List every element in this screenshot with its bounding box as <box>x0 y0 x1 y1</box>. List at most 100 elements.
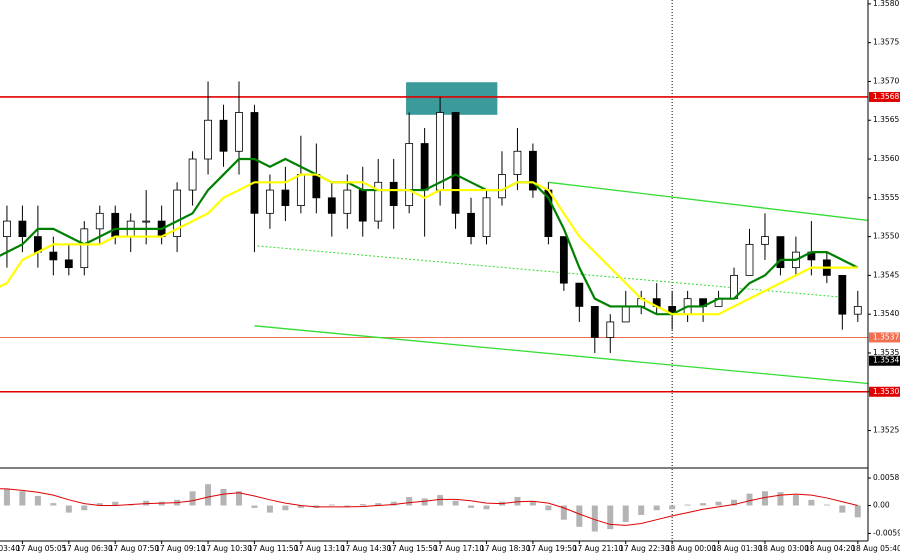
macd-bar <box>545 505 552 511</box>
candle-body <box>529 150 537 191</box>
x-tick-label: 17 Aug 19:50 <box>526 544 577 553</box>
macd-bar <box>112 501 119 506</box>
price-label-box <box>869 355 900 366</box>
macd-bar <box>96 503 103 506</box>
candle-body <box>405 143 414 206</box>
macd-bar <box>607 505 614 530</box>
trend-line <box>254 325 868 385</box>
candle-body <box>312 174 321 199</box>
x-tick-label: 18 Aug 03:00 <box>758 544 809 553</box>
macd-bar <box>684 504 691 506</box>
macd-bar <box>731 499 738 506</box>
candle-body <box>296 174 305 206</box>
macd-bar <box>266 505 273 513</box>
macd-bar <box>251 505 258 508</box>
candle-body <box>374 181 383 222</box>
candle-body <box>281 189 290 206</box>
candle-body <box>575 282 584 307</box>
trend-line <box>548 181 868 222</box>
candle-body <box>111 212 120 238</box>
trend-line <box>257 245 841 298</box>
candle-body <box>327 197 336 214</box>
candle-body <box>513 150 522 175</box>
candle-body <box>358 189 367 222</box>
candle-body <box>621 306 630 323</box>
macd-bar <box>792 495 799 506</box>
candle-body <box>559 236 568 284</box>
candle-body <box>420 143 429 191</box>
candle-body <box>498 174 506 199</box>
x-tick-label: 17 Aug 11:50 <box>248 544 299 553</box>
y-tick-label: 1.3550 <box>873 232 899 241</box>
macd-plot <box>0 469 861 541</box>
candle-body <box>18 220 27 238</box>
moving-average <box>0 173 858 316</box>
candle-body <box>250 112 259 214</box>
x-tick-label: 17 Aug 09:10 <box>155 544 206 553</box>
x-tick-label: 17 Aug 22:30 <box>619 544 670 553</box>
candle-body <box>776 236 785 269</box>
macd-bar <box>50 503 57 506</box>
macd-bar <box>669 505 676 510</box>
moving-average <box>0 157 859 316</box>
candle-body <box>343 189 352 214</box>
macd-bar <box>359 504 366 506</box>
macd-bar <box>823 504 830 506</box>
price-label-box <box>869 91 900 102</box>
macd-bar <box>220 488 227 506</box>
macd-bar <box>777 492 784 506</box>
x-tick-label: 17 Aug 21:10 <box>573 544 624 553</box>
x-tick-label: 17 Aug 17:10 <box>434 544 485 553</box>
macd-bar <box>282 505 289 511</box>
macd-bar <box>839 505 846 513</box>
x-tick-label: 17 Aug 18:30 <box>480 544 531 553</box>
macd-bar <box>3 488 10 506</box>
candle-body <box>590 306 599 338</box>
candle-body <box>188 158 197 191</box>
macd-bar <box>761 491 768 506</box>
candle-body <box>219 119 228 152</box>
y-tick-label: 1.3565 <box>873 115 899 124</box>
macd-bar <box>189 491 196 506</box>
zone <box>406 82 498 115</box>
macd-bar <box>19 491 26 506</box>
candle-body <box>606 321 615 338</box>
macd-bar <box>591 505 598 532</box>
candle-body <box>3 220 11 238</box>
candle-body <box>95 212 104 230</box>
candle-body <box>204 119 212 160</box>
macd-bar <box>638 505 645 515</box>
x-tick-label: 03:40 <box>0 544 20 553</box>
macd-bar <box>715 501 722 506</box>
candle-body <box>64 259 73 269</box>
macd-bar <box>653 505 660 511</box>
macd-bar <box>205 484 212 506</box>
candle-body <box>482 197 491 238</box>
macd-bar <box>746 493 753 506</box>
candle-body <box>80 228 89 269</box>
macd-bar <box>622 505 629 523</box>
macd-bar <box>452 500 459 506</box>
y-tick-label: 1.3560 <box>873 154 899 163</box>
macd-bar <box>854 505 861 518</box>
candle-body <box>451 112 460 214</box>
macd-bar <box>375 503 382 506</box>
y-tick-label: 0.00 <box>873 501 890 510</box>
candle-body <box>467 212 475 238</box>
y-tick-label: 0.0058 <box>873 473 899 482</box>
macd-bar <box>390 501 397 506</box>
price-label-box <box>869 332 900 343</box>
macd-bar <box>344 505 351 507</box>
x-tick-label: 17 Aug 15:50 <box>387 544 438 553</box>
macd-signal <box>0 488 858 526</box>
y-tick-label: 1.3555 <box>873 193 899 202</box>
y-tick-label: 1.3535 <box>873 348 899 357</box>
macd-bar <box>483 505 490 510</box>
macd-bar <box>421 498 428 506</box>
candle-body <box>853 306 862 315</box>
x-tick-label: 18 Aug 05:40 <box>851 544 900 553</box>
x-tick-label: 17 Aug 14:30 <box>341 544 392 553</box>
candle-body <box>745 243 754 276</box>
